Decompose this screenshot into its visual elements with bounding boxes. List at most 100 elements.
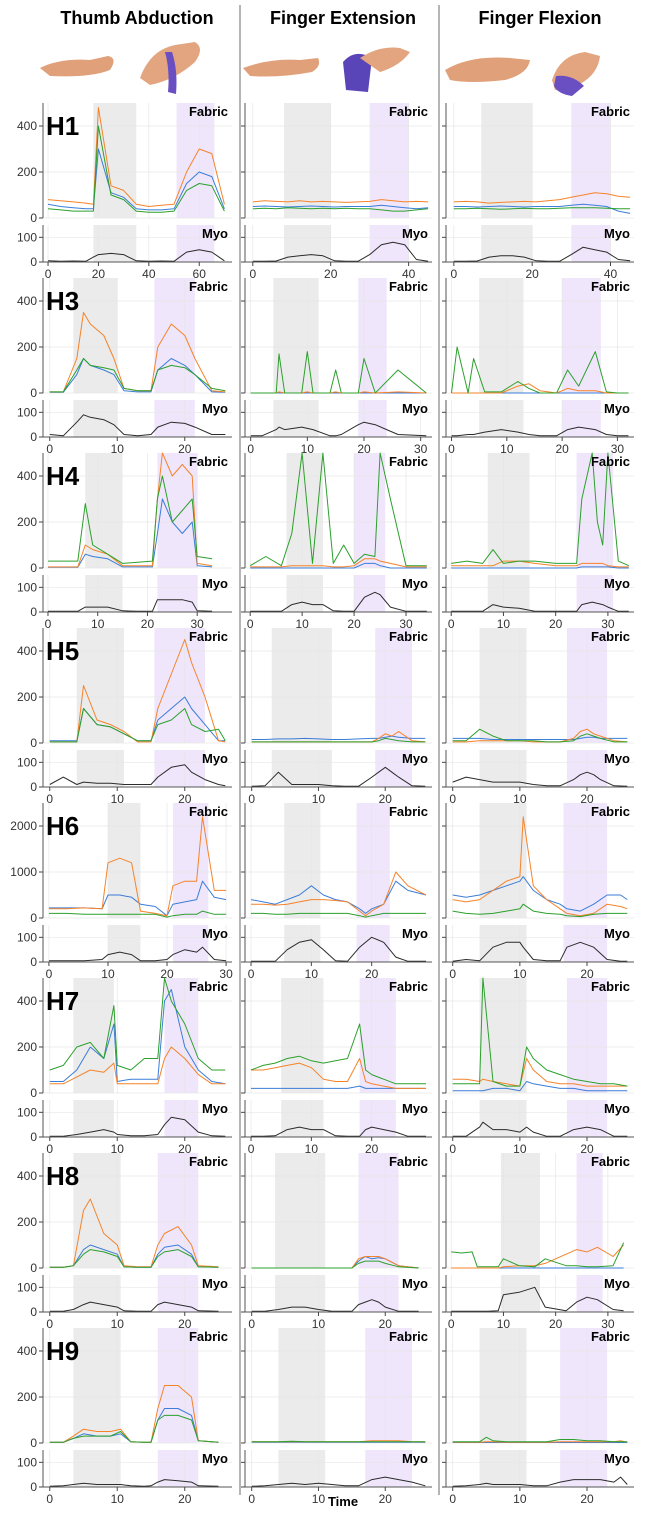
- fabric-tag: Fabric: [189, 1154, 228, 1169]
- fabric-line: [48, 498, 213, 568]
- fabric-line: [249, 452, 427, 567]
- x-tick-label: 0: [46, 442, 53, 456]
- myo-tag: Myo: [604, 226, 630, 241]
- x-tick-label: 10: [513, 1492, 527, 1506]
- x-tick-label: 30: [601, 1317, 615, 1331]
- x-tick-label: 20: [580, 1492, 594, 1506]
- x-tick-label: 0: [46, 967, 53, 981]
- y-tick-label: 0: [30, 1130, 37, 1144]
- x-tick-label: 20: [580, 792, 594, 806]
- x-tick-label: 20: [555, 442, 569, 456]
- fabric-line: [251, 1085, 426, 1089]
- fabric-tag: Fabric: [189, 979, 228, 994]
- gesture-shade: [358, 278, 387, 393]
- fabric-line: [453, 207, 631, 210]
- y-tick-label: 200: [17, 515, 37, 529]
- subject-label: H9: [46, 1336, 79, 1366]
- fabric-line: [251, 735, 426, 740]
- gesture-shade: [365, 1328, 412, 1443]
- gesture-shade: [571, 103, 611, 218]
- fabric-line: [47, 125, 225, 213]
- gesture-shade: [281, 978, 324, 1093]
- gesture-shade: [73, 978, 114, 1093]
- gesture-shade: [479, 400, 524, 437]
- fabric-line: [252, 204, 429, 210]
- fabric-line: [451, 560, 629, 568]
- gesture-shade: [571, 225, 611, 262]
- fabric-line: [49, 977, 226, 1071]
- gesture-shade: [73, 1328, 121, 1443]
- gesture-shade: [479, 1450, 527, 1487]
- x-tick-label: 20: [357, 442, 371, 456]
- gesture-shade: [157, 575, 198, 612]
- x-tick-label: 30: [399, 617, 413, 631]
- fabric-line: [453, 203, 631, 214]
- myo-line: [251, 766, 426, 787]
- myo-tag: Myo: [604, 1451, 630, 1466]
- x-tick-label: 30: [191, 617, 205, 631]
- gesture-shade: [286, 453, 323, 568]
- fabric-tag: Fabric: [189, 629, 228, 644]
- y-tick-label: 200: [17, 340, 37, 354]
- fabric-line: [251, 1058, 426, 1089]
- x-tick-label: 10: [497, 617, 511, 631]
- x-tick-label: 20: [549, 1317, 563, 1331]
- x-tick-label: 20: [160, 967, 174, 981]
- y-tick-label: 400: [17, 469, 37, 483]
- myo-tag: Myo: [202, 1101, 228, 1116]
- gesture-shade: [271, 628, 332, 743]
- fabric-line: [452, 903, 628, 918]
- gesture-shade: [563, 803, 608, 918]
- x-tick-label: 10: [111, 1492, 125, 1506]
- y-tick-label: 0: [30, 736, 37, 750]
- x-tick-label: 0: [46, 792, 53, 806]
- myo-tag: Myo: [604, 926, 630, 941]
- gesture-shade: [479, 628, 527, 743]
- y-tick-label: 0: [30, 561, 37, 575]
- x-tick-label: 0: [248, 1317, 255, 1331]
- subject-label: H4: [46, 461, 80, 491]
- gesture-shade: [85, 575, 123, 612]
- x-tick-label: 10: [312, 1492, 326, 1506]
- hand-image: [243, 58, 320, 77]
- myo-line: [452, 771, 628, 787]
- gesture-shade: [358, 400, 387, 437]
- gesture-shade: [354, 453, 386, 568]
- fabric-line: [49, 1046, 226, 1085]
- y-tick-label: 100: [17, 930, 37, 944]
- myo-tag: Myo: [202, 576, 228, 591]
- myo-line: [251, 1126, 426, 1137]
- myo-line: [250, 421, 427, 437]
- y-tick-label: 2000: [10, 819, 37, 833]
- x-tick-label: 10: [305, 1142, 319, 1156]
- x-tick-label: 40: [604, 267, 618, 281]
- glove: [165, 52, 177, 94]
- fabric-line: [48, 452, 213, 568]
- subject-label: H5: [46, 636, 79, 666]
- x-tick-label: 30: [414, 442, 428, 456]
- fabric-line: [251, 1260, 419, 1269]
- fabric-tag: Fabric: [591, 104, 630, 119]
- x-tick-label: 0: [46, 1142, 53, 1156]
- gesture-shade: [176, 103, 215, 218]
- y-tick-label: 100: [17, 230, 37, 244]
- y-tick-label: 200: [17, 1390, 37, 1404]
- gesture-shade: [479, 278, 524, 393]
- x-tick-label: 20: [178, 1317, 192, 1331]
- fabric-line: [451, 1242, 625, 1268]
- gesture-shade: [500, 1275, 540, 1312]
- x-tick-label: 10: [513, 792, 527, 806]
- fabric-line: [451, 383, 629, 394]
- gesture-shade: [107, 925, 141, 962]
- fabric-tag: Fabric: [389, 1329, 428, 1344]
- x-tick-label: 40: [402, 267, 416, 281]
- gesture-shade: [563, 925, 608, 962]
- fabric-line: [47, 107, 225, 207]
- y-tick-label: 100: [17, 1455, 37, 1469]
- x-tick-label: 30: [611, 442, 625, 456]
- myo-line: [48, 946, 227, 962]
- myo-tag: Myo: [202, 751, 228, 766]
- y-tick-label: 100: [17, 1280, 37, 1294]
- myo-tag: Myo: [604, 401, 630, 416]
- gesture-shade: [176, 225, 215, 262]
